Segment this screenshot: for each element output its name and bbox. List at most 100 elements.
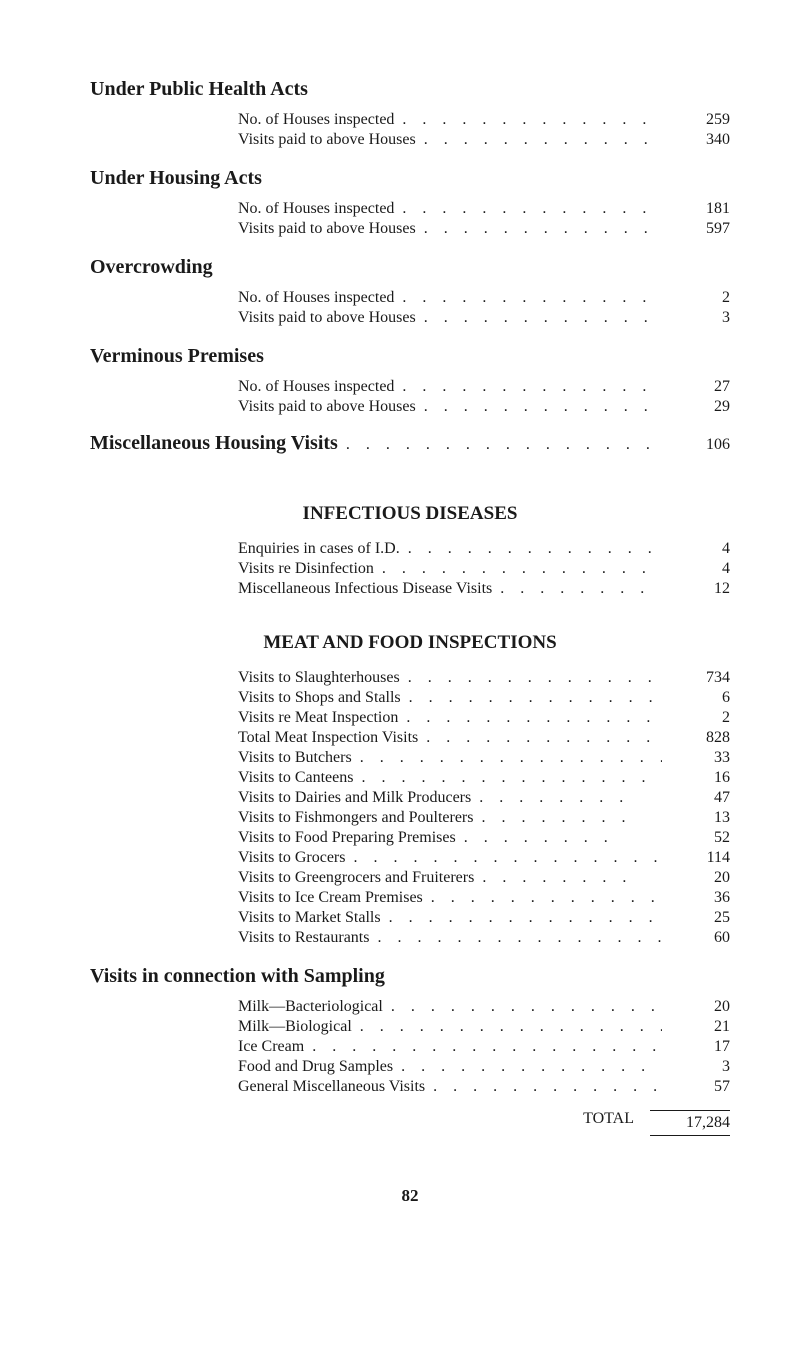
data-row: Total Meat Inspection Visits . . . . . .… (90, 729, 730, 747)
dot-leader: . . . . . . . . . . . . . . . . . . . . … (360, 1018, 662, 1036)
dot-leader: . . . . . . . . . . . . . . . . . . . . … (353, 849, 662, 867)
item-value: 3 (670, 1058, 730, 1076)
item-label: Visits re Meat Inspection (238, 709, 398, 727)
data-row: Visits paid to above Houses . . . . . . … (90, 220, 730, 238)
item-label: Visits to Ice Cream Premises (238, 889, 423, 907)
data-row: Visits paid to above Houses . . . . . . … (90, 309, 730, 327)
item-value: 20 (670, 869, 730, 887)
dot-leader: . . . . . . . . . . . . . . . . . . . . … (409, 689, 662, 707)
item-label: Visits to Restaurants (238, 929, 369, 947)
dot-leader: . . . . . . . . . . . . . . . . . . . . … (402, 111, 662, 129)
dot-leader: . . . . . . . . . . . . . . . . . . . . … (426, 729, 662, 747)
data-row: Milk—Biological . . . . . . . . . . . . … (90, 1018, 730, 1036)
data-row: Visits to Butchers . . . . . . . . . . .… (90, 749, 730, 767)
item-value: 4 (670, 540, 730, 558)
dot-leader: . . . . . . . . . . . . . . . . . . . . … (401, 1058, 662, 1076)
data-row: Visits paid to above Houses . . . . . . … (90, 398, 730, 416)
item-label: Visits to Shops and Stalls (238, 689, 401, 707)
dot-leader: . . . . . . . . . . . . . . . . . . . . … (424, 398, 662, 416)
item-label: No. of Houses inspected (238, 200, 394, 218)
item-value: 3 (670, 309, 730, 327)
data-row: Visits to Food Preparing Premises . . . … (90, 829, 730, 847)
item-value: 259 (670, 111, 730, 129)
item-value: 181 (670, 200, 730, 218)
dot-leader: . . . . . . . . . . . . . . . . . . . . … (402, 289, 662, 307)
item-label: Visits to Butchers (238, 749, 352, 767)
item-label: No. of Houses inspected (238, 111, 394, 129)
dot-leader: . . . . . . . . . . . . . . . . . . . . … (402, 378, 662, 396)
item-value: 20 (670, 998, 730, 1016)
data-row: Ice Cream . . . . . . . . . . . . . . . … (90, 1038, 730, 1056)
dot-leader: . . . . . . . . (482, 869, 662, 887)
section-heading-housing-acts: Under Housing Acts (90, 167, 730, 190)
item-label: Milk—Bacteriological (238, 998, 383, 1016)
dot-leader: . . . . . . . . . . . . . . . . . . . . … (377, 929, 662, 947)
misc-housing-row: Miscellaneous Housing Visits . . . . . .… (90, 432, 730, 455)
item-label: No. of Houses inspected (238, 378, 394, 396)
data-row: Visits to Canteens . . . . . . . . . . .… (90, 769, 730, 787)
item-value: 12 (670, 580, 730, 598)
total-value: 17,284 (650, 1110, 730, 1136)
item-label: Visits to Dairies and Milk Producers (238, 789, 471, 807)
section-heading-overcrowding: Overcrowding (90, 256, 730, 279)
total-label: TOTAL (90, 1110, 634, 1136)
item-label: General Miscellaneous Visits (238, 1078, 425, 1096)
dot-leader: . . . . . . . . . . . . . . . . . . . . … (424, 309, 662, 327)
section-heading-meat-food: MEAT AND FOOD INSPECTIONS (90, 632, 730, 654)
item-value: 4 (670, 560, 730, 578)
data-row: Visits to Dairies and Milk Producers . .… (90, 789, 730, 807)
item-value: 27 (670, 378, 730, 396)
item-value: 13 (670, 809, 730, 827)
item-label: Visits to Slaughterhouses (238, 669, 400, 687)
item-label: No. of Houses inspected (238, 289, 394, 307)
dot-leader: . . . . . . . . . . . . . . . . . . . . … (424, 131, 662, 149)
total-row: TOTAL 17,284 (90, 1110, 730, 1136)
data-row: Milk—Bacteriological . . . . . . . . . .… (90, 998, 730, 1016)
dot-leader: . . . . . . . . . . . . . . . . . . . . … (391, 998, 662, 1016)
item-label: Visits to Fishmongers and Poulterers (238, 809, 473, 827)
item-label: Visits paid to above Houses (238, 220, 416, 238)
section-heading-infectious: INFECTIOUS DISEASES (90, 503, 730, 525)
dot-leader: . . . . . . . . . . . . . . . . . . . . … (389, 909, 662, 927)
item-value: 29 (670, 398, 730, 416)
data-row: General Miscellaneous Visits . . . . . .… (90, 1078, 730, 1096)
dot-leader: . . . . . . . . . . . . . . . . . . . . … (424, 220, 662, 238)
dot-leader: . . . . . . . . (500, 580, 662, 598)
item-value: 36 (670, 889, 730, 907)
item-label: Visits to Canteens (238, 769, 353, 787)
data-row: Visits to Fishmongers and Poulterers . .… (90, 809, 730, 827)
dot-leader: . . . . . . . . . . . . . . . . . . . . … (360, 749, 662, 767)
data-row: Visits to Ice Cream Premises . . . . . .… (90, 889, 730, 907)
item-label: Visits to Grocers (238, 849, 345, 867)
dot-leader: . . . . . . . . . . . . . . . . . . . . … (406, 709, 662, 727)
data-row: Visits to Market Stalls . . . . . . . . … (90, 909, 730, 927)
item-label: Ice Cream (238, 1038, 304, 1056)
item-label: Visits paid to above Houses (238, 309, 416, 327)
data-row: Visits to Shops and Stalls . . . . . . .… (90, 689, 730, 707)
data-row: Visits to Slaughterhouses . . . . . . . … (90, 669, 730, 687)
item-value: 340 (670, 131, 730, 149)
item-value: 828 (670, 729, 730, 747)
item-value: 734 (670, 669, 730, 687)
item-label: Visits re Disinfection (238, 560, 374, 578)
item-value: 106 (670, 436, 730, 454)
data-row: Visits re Disinfection . . . . . . . . .… (90, 560, 730, 578)
data-row: Visits re Meat Inspection . . . . . . . … (90, 709, 730, 727)
page-number: 82 (90, 1186, 730, 1206)
item-value: 57 (670, 1078, 730, 1096)
section-heading-sampling: Visits in connection with Sampling (90, 965, 730, 988)
data-row: Food and Drug Samples . . . . . . . . . … (90, 1058, 730, 1076)
item-value: 21 (670, 1018, 730, 1036)
data-row: No. of Houses inspected . . . . . . . . … (90, 200, 730, 218)
data-row: No. of Houses inspected . . . . . . . . … (90, 111, 730, 129)
item-value: 47 (670, 789, 730, 807)
dot-leader: . . . . . . . . . . . . . . . . . . . . … (346, 436, 662, 454)
data-row: No. of Houses inspected . . . . . . . . … (90, 378, 730, 396)
dot-leader: . . . . . . . . . . . . . . . . . . . . … (433, 1078, 662, 1096)
item-value: 597 (670, 220, 730, 238)
item-label: Visits to Food Preparing Premises (238, 829, 456, 847)
data-row: Enquiries in cases of I.D. . . . . . . .… (90, 540, 730, 558)
item-label: Total Meat Inspection Visits (238, 729, 418, 747)
item-label: Miscellaneous Infectious Disease Visits (238, 580, 492, 598)
item-value: 114 (670, 849, 730, 867)
